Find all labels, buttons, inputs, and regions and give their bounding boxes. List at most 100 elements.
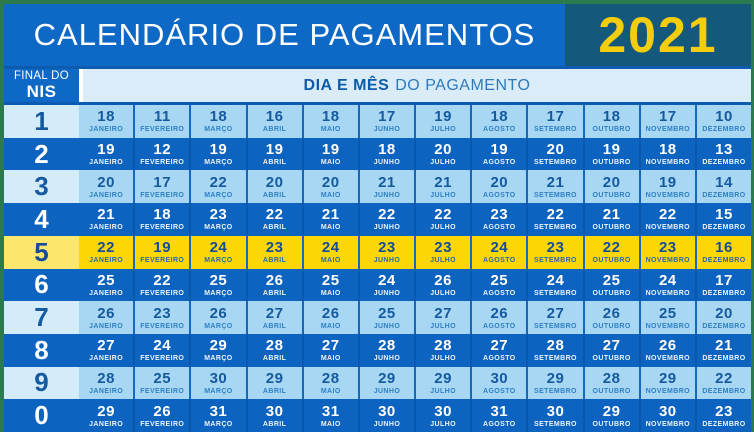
payment-cell: 17 SETEMBRO [526, 105, 583, 138]
payment-cell: 31 AGOSTO [470, 399, 527, 432]
payment-cell: 23 AGOSTO [470, 203, 527, 236]
payment-month: JUNHO [373, 224, 401, 232]
payment-month: FEVEREIRO [140, 191, 185, 199]
payment-month: MARÇO [204, 355, 233, 363]
nis-digit: 6 [4, 268, 79, 302]
payment-cell: 26 MAIO [301, 301, 358, 334]
payment-cell: 23 SETEMBRO [526, 235, 583, 269]
payment-cell: 12 FEVEREIRO [133, 137, 190, 171]
payment-day: 20 [715, 304, 733, 322]
payment-month: JANEIRO [89, 355, 124, 363]
payment-day: 26 [434, 271, 452, 289]
payment-cell: 26 JULHO [414, 268, 471, 302]
payment-month: OUTUBRO [592, 355, 631, 363]
payment-cell: 25 JUNHO [357, 301, 415, 334]
payment-month: MARÇO [204, 420, 233, 428]
payment-cell: 20 DEZEMBRO [694, 301, 752, 334]
payment-day: 19 [434, 108, 452, 126]
payment-month: OUTUBRO [592, 387, 631, 395]
payment-day: 16 [265, 108, 284, 126]
payment-day: 25 [321, 271, 340, 289]
payment-month: MARÇO [204, 191, 233, 199]
payment-month: NOVEMBRO [645, 257, 691, 265]
payment-cell: 29 SETEMBRO [526, 366, 583, 400]
payment-month: NOVEMBRO [645, 355, 691, 363]
payment-month: SETEMBRO [534, 257, 577, 265]
payment-month: AGOSTO [482, 289, 516, 297]
payment-day: 30 [546, 402, 565, 420]
payment-cell: 27 JULHO [414, 301, 471, 334]
payment-day: 30 [658, 402, 677, 420]
payment-day: 19 [153, 239, 172, 257]
nis-digit: 7 [4, 301, 79, 334]
payment-month: JULHO [430, 224, 456, 232]
nis-digit: 0 [4, 399, 79, 432]
payment-day: 11 [153, 108, 171, 126]
payment-day: 27 [490, 337, 509, 355]
payment-month: DEZEMBRO [702, 289, 746, 297]
payment-cell: 21 OUTUBRO [582, 203, 639, 236]
payment-day: 31 [321, 402, 340, 420]
header-divider [4, 66, 751, 69]
payment-month: DEZEMBRO [702, 420, 746, 428]
payment-cell: 26 JANEIRO [79, 301, 134, 334]
payment-day: 23 [153, 304, 172, 322]
payment-cell: 23 NOVEMBRO [638, 235, 695, 269]
payment-day: 26 [97, 304, 115, 322]
payment-month: MARÇO [204, 322, 233, 330]
payment-cell: 29 NOVEMBRO [638, 366, 695, 400]
payment-cell: 19 MAIO [301, 137, 358, 171]
payment-cell: 18 MARÇO [189, 105, 246, 138]
table-row: 0 29 JANEIRO 26 FEVEREIRO 31 MARÇO 30 AB… [4, 399, 752, 432]
payment-month: FEVEREIRO [140, 355, 185, 363]
payment-cell: 21 JUNHO [357, 170, 415, 204]
payment-cell: 30 AGOSTO [470, 366, 527, 400]
table-row: 8 27 JANEIRO 24 FEVEREIRO 29 MARÇO 28 AB… [4, 333, 752, 367]
payment-month: SETEMBRO [534, 159, 577, 167]
payment-month: FEVEREIRO [140, 126, 185, 134]
table-row: 2 19 JANEIRO 12 FEVEREIRO 19 MARÇO 19 AB… [4, 137, 752, 171]
payment-day: 28 [265, 337, 284, 355]
payment-month: DEZEMBRO [702, 355, 746, 363]
payment-cell: 19 OUTUBRO [582, 137, 639, 171]
payment-cell: 24 MAIO [301, 235, 358, 269]
payment-month: JUNHO [373, 159, 401, 167]
payment-day: 28 [378, 337, 396, 355]
row-cells: 18 JANEIRO 11 FEVEREIRO 18 MARÇO 16 ABRI… [79, 105, 752, 138]
payment-month: OUTUBRO [592, 289, 631, 297]
payment-day: 22 [265, 206, 284, 224]
payment-month: MARÇO [204, 387, 233, 395]
nis-digit: 4 [4, 203, 79, 236]
payment-day: 24 [658, 271, 677, 289]
row-cells: 22 JANEIRO 19 FEVEREIRO 24 MARÇO 23 ABRI… [79, 235, 752, 269]
payment-cell: 24 FEVEREIRO [133, 333, 190, 367]
payment-day: 22 [434, 206, 452, 224]
payment-month: MAIO [320, 159, 341, 167]
payment-cell: 29 JANEIRO [79, 399, 134, 432]
payment-cell: 30 JUNHO [357, 399, 415, 432]
payment-cell: 26 FEVEREIRO [133, 399, 190, 432]
payment-cell: 19 MARÇO [189, 137, 246, 171]
payment-month: AGOSTO [482, 126, 516, 134]
payment-day: 21 [378, 173, 396, 191]
payment-month: DEZEMBRO [702, 159, 746, 167]
payment-cell: 26 NOVEMBRO [638, 333, 695, 367]
payment-day: 27 [265, 304, 284, 322]
payment-cell: 26 MARÇO [189, 301, 246, 334]
table-row: 4 21 JANEIRO 18 FEVEREIRO 23 MARÇO 22 AB… [4, 203, 752, 236]
payment-cell: 20 AGOSTO [470, 170, 527, 204]
payment-cell: 10 DEZEMBRO [694, 105, 752, 138]
payment-day: 28 [97, 369, 115, 387]
payment-cell: 20 MAIO [301, 170, 358, 204]
payment-month: MAIO [320, 420, 341, 428]
payment-month: MARÇO [204, 289, 233, 297]
row-cells: 21 JANEIRO 18 FEVEREIRO 23 MARÇO 22 ABRI… [79, 203, 752, 236]
payment-cell: 23 FEVEREIRO [133, 301, 190, 334]
subheader: FINAL DO NIS DIA E MÊS DO PAGAMENTO [4, 69, 751, 105]
row-cells: 20 JANEIRO 17 FEVEREIRO 22 MARÇO 20 ABRI… [79, 170, 752, 204]
nis-header-cell: FINAL DO NIS [4, 69, 79, 102]
row-cells: 26 JANEIRO 23 FEVEREIRO 26 MARÇO 27 ABRI… [79, 301, 752, 334]
payment-cell: 25 OUTUBRO [582, 268, 639, 302]
payment-cell: 18 MAIO [301, 105, 358, 138]
payment-cell: 26 OUTUBRO [582, 301, 639, 334]
